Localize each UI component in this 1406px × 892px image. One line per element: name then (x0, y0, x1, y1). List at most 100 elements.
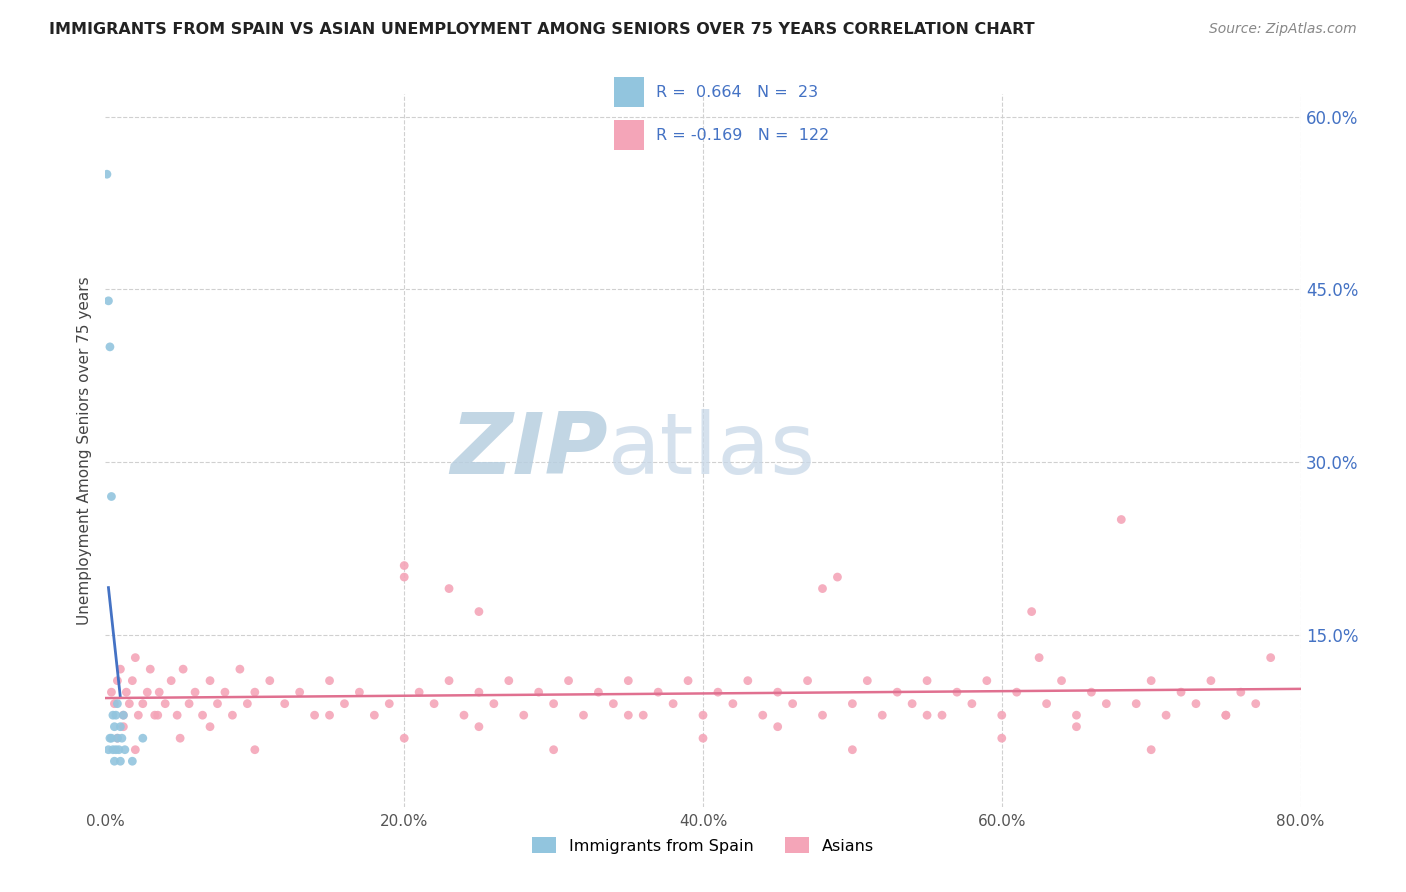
Point (259, 673, 281, 688)
Point (482, 697, 505, 711)
Point (1170, 685, 1192, 699)
Point (1125, 697, 1147, 711)
Point (692, 731, 714, 746)
Point (737, 673, 759, 688)
Point (98, 340, 121, 354)
Point (333, 697, 356, 711)
Point (766, 720, 789, 734)
Text: atlas: atlas (607, 409, 815, 492)
Point (107, 731, 129, 746)
Point (811, 708, 834, 723)
Point (103, 754, 125, 768)
Bar (613, 120, 644, 150)
Point (148, 685, 170, 699)
Point (633, 708, 655, 723)
Point (990, 731, 1012, 746)
Point (198, 673, 221, 688)
Point (104, 708, 127, 723)
Point (243, 685, 266, 699)
Point (931, 708, 953, 723)
Point (1185, 697, 1208, 711)
Text: R = -0.169   N =  122: R = -0.169 N = 122 (657, 128, 830, 143)
Point (468, 720, 491, 734)
Point (318, 708, 340, 723)
Point (108, 742, 131, 756)
Point (111, 731, 134, 746)
Point (97, 742, 120, 756)
Point (557, 673, 579, 688)
Point (617, 673, 640, 688)
Point (136, 685, 159, 699)
Point (198, 720, 221, 734)
Point (101, 708, 124, 723)
Bar (613, 78, 644, 107)
Point (1199, 673, 1222, 688)
Point (177, 697, 201, 711)
Point (617, 708, 640, 723)
Point (647, 685, 669, 699)
Point (236, 697, 259, 711)
Point (363, 708, 385, 723)
Point (1215, 708, 1237, 723)
Point (1066, 720, 1088, 734)
Point (437, 582, 460, 596)
Point (1028, 650, 1050, 665)
Point (394, 558, 416, 573)
Point (437, 673, 460, 688)
Point (155, 697, 177, 711)
Point (132, 697, 155, 711)
Point (662, 697, 685, 711)
Point (100, 731, 122, 746)
Point (915, 673, 938, 688)
Point (1021, 605, 1043, 619)
Point (453, 708, 475, 723)
Point (721, 697, 744, 711)
Point (946, 685, 969, 699)
Point (112, 708, 135, 723)
Point (378, 697, 401, 711)
Point (1154, 708, 1177, 723)
Point (107, 731, 129, 746)
Point (468, 605, 491, 619)
Point (110, 720, 132, 734)
Y-axis label: Unemployment Among Seniors over 75 years: Unemployment Among Seniors over 75 years (77, 277, 93, 624)
Point (766, 685, 789, 699)
Point (146, 708, 169, 723)
Point (751, 708, 773, 723)
Point (112, 720, 135, 734)
Point (139, 662, 162, 676)
Point (901, 697, 924, 711)
Point (1215, 708, 1237, 723)
Point (1005, 685, 1028, 699)
Point (229, 662, 252, 676)
Point (872, 708, 894, 723)
Point (107, 673, 129, 688)
Point (782, 697, 804, 711)
Text: R =  0.664   N =  23: R = 0.664 N = 23 (657, 85, 818, 100)
Text: IMMIGRANTS FROM SPAIN VS ASIAN UNEMPLOYMENT AMONG SENIORS OVER 75 YEARS CORRELAT: IMMIGRANTS FROM SPAIN VS ASIAN UNEMPLOYM… (49, 22, 1035, 37)
Point (166, 708, 188, 723)
Point (115, 685, 138, 699)
Point (527, 685, 550, 699)
Point (543, 697, 565, 711)
Point (143, 708, 166, 723)
Point (318, 673, 340, 688)
Point (572, 708, 595, 723)
Point (243, 742, 266, 756)
Point (121, 673, 143, 688)
Point (1260, 650, 1282, 665)
Point (191, 708, 214, 723)
Point (98, 731, 121, 746)
Point (1035, 697, 1057, 711)
Point (394, 570, 416, 584)
Point (841, 742, 863, 756)
Point (1111, 512, 1133, 526)
Point (468, 685, 491, 699)
Point (184, 685, 207, 699)
Point (394, 731, 416, 746)
Point (160, 673, 183, 688)
Point (112, 708, 135, 723)
Point (841, 697, 863, 711)
Point (96, 167, 118, 181)
Point (513, 708, 536, 723)
